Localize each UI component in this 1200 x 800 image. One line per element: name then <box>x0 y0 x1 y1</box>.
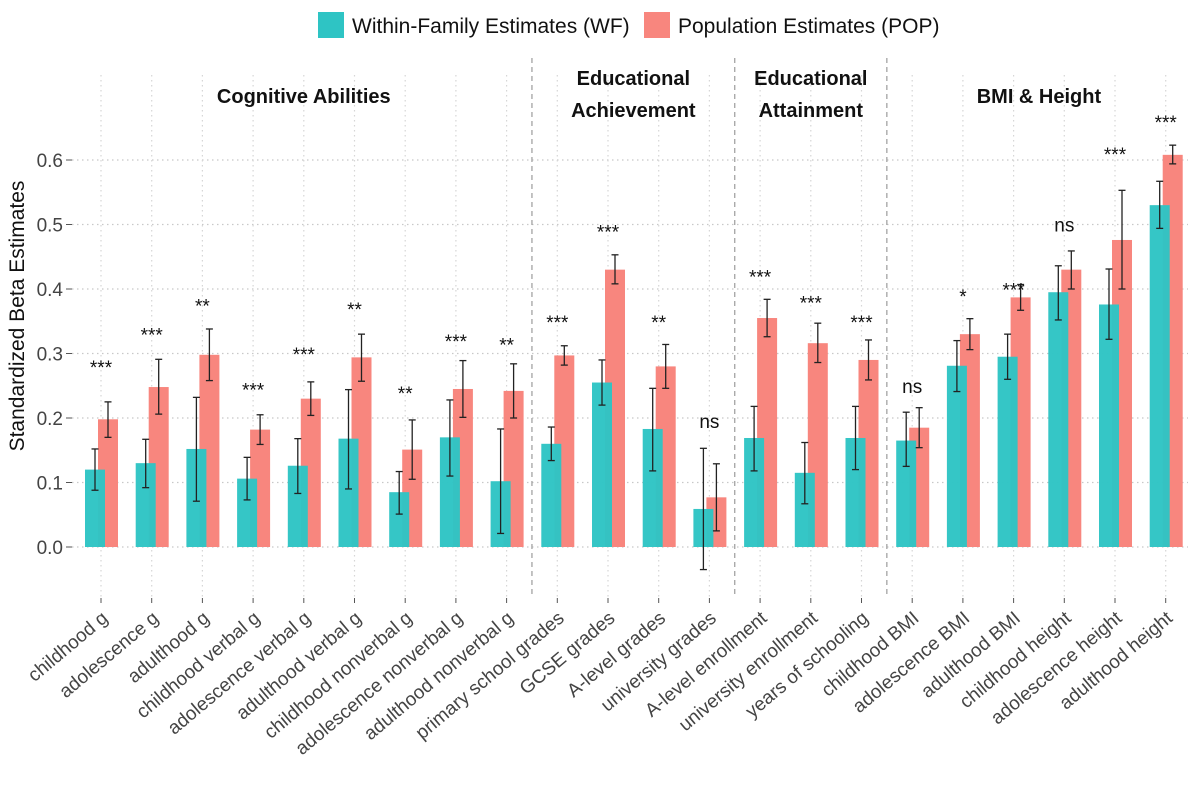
y-axis: Standardized Beta Estimates 0.0 0.1 0.2 0.3… <box>6 151 72 559</box>
legend-swatch-wf <box>318 12 344 38</box>
y-axis-label: Standardized Beta Estimates <box>6 181 29 452</box>
significance-label: *** <box>850 313 873 334</box>
legend: Within-Family Estimates (WF) Population … <box>318 12 939 38</box>
bar-wf-0 <box>85 469 105 547</box>
error-bars <box>91 144 1177 571</box>
significance-label: *** <box>1104 145 1127 166</box>
significance-label: *** <box>749 268 772 289</box>
bar-wf-5 <box>338 438 359 547</box>
bar-wf-20 <box>1099 304 1119 547</box>
group-titles: Cognitive Abilities Educational Achievemen… <box>217 68 1102 122</box>
bar-wf-11 <box>642 428 663 547</box>
bar-wf-16 <box>896 440 917 547</box>
significance-label: ** <box>195 297 210 318</box>
significance-label: ns <box>699 412 719 433</box>
y-tick-label: 0.5 <box>37 216 63 237</box>
group-separators <box>531 58 888 598</box>
bar-wf-19 <box>1048 292 1069 547</box>
y-tick-label: 0.3 <box>37 345 63 366</box>
legend-label-wf: Within-Family Estimates (WF) <box>352 15 630 38</box>
y-tick-label: 0.4 <box>37 280 64 301</box>
legend-swatch-pop <box>644 12 670 38</box>
significance-label: *** <box>141 326 164 347</box>
bar-wf-6 <box>389 492 410 547</box>
group-title: BMI & Height <box>977 86 1102 108</box>
bar-wf-3 <box>237 478 258 547</box>
significance-label: *** <box>445 332 468 353</box>
y-tick-label: 0.0 <box>37 538 63 559</box>
group-title: Educational <box>577 68 690 90</box>
bar-wf-9 <box>541 443 562 547</box>
bar-wf-4 <box>287 465 308 547</box>
significance-labels: ********************* **********ns*******… <box>90 113 1177 433</box>
bar-wf-14 <box>794 472 815 547</box>
bar-wf-18 <box>997 356 1018 547</box>
legend-label-pop: Population Estimates (POP) <box>678 15 939 38</box>
significance-label: *** <box>242 381 265 402</box>
group-title: Attainment <box>759 100 864 122</box>
bar-wf-13 <box>744 437 765 547</box>
group-title: Achievement <box>571 100 696 122</box>
significance-label: ** <box>347 300 362 321</box>
bar-wf-21 <box>1149 205 1170 547</box>
significance-label: *** <box>800 293 823 314</box>
significance-label: *** <box>1155 113 1178 134</box>
significance-label: *** <box>1003 281 1026 302</box>
bar-wf-7 <box>439 437 460 547</box>
bar-wf-17 <box>946 365 967 547</box>
group-title: Cognitive Abilities <box>217 86 391 108</box>
y-tick-label: 0.1 <box>37 474 63 495</box>
significance-label: *** <box>90 358 113 379</box>
significance-label: *** <box>293 345 316 366</box>
bars <box>85 154 1183 548</box>
y-tick-label: 0.6 <box>37 151 63 172</box>
bar-wf-15 <box>845 437 866 547</box>
significance-label: ns <box>902 377 922 398</box>
group-title: Educational <box>754 68 867 90</box>
bar-wf-10 <box>592 382 612 547</box>
significance-label: ** <box>499 335 514 356</box>
significance-label: * <box>959 287 967 308</box>
significance-label: *** <box>597 223 620 244</box>
significance-label: ** <box>651 313 666 334</box>
significance-label: *** <box>546 313 569 334</box>
significance-label: ns <box>1054 216 1074 237</box>
y-tick-label: 0.2 <box>37 409 63 430</box>
bar-wf-1 <box>135 463 156 547</box>
significance-label: ** <box>398 384 413 405</box>
